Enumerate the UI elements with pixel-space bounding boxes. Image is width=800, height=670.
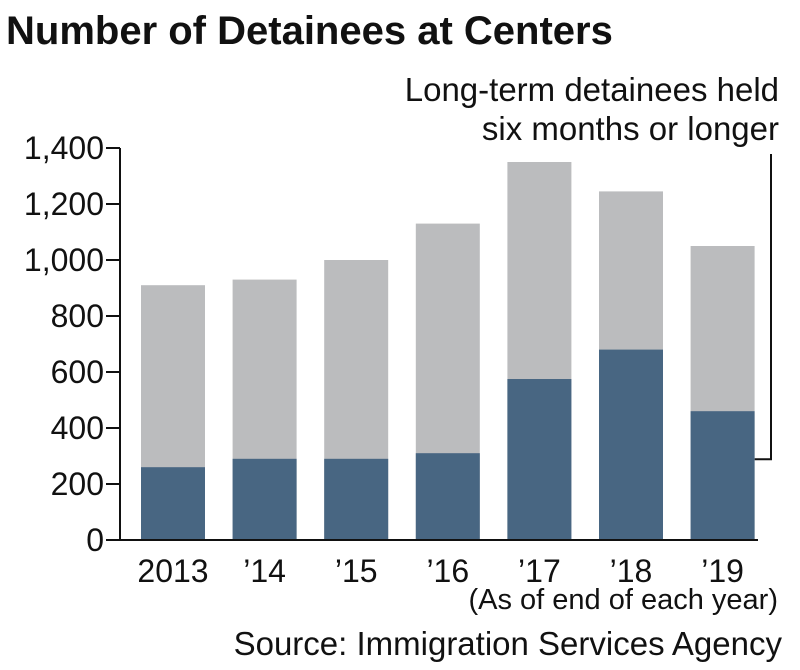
x-axis-labels: 2013 ’14 ’15 ’16 ’17 ’18 ’19 bbox=[137, 553, 744, 589]
note-text: (As of end of each year) bbox=[469, 584, 779, 616]
source-text: Source: Immigration Services Agency bbox=[234, 625, 783, 662]
y-tick-label: 400 bbox=[51, 410, 104, 446]
bar-long-term-0 bbox=[141, 467, 205, 540]
bars-group bbox=[141, 162, 755, 540]
x-tick-label: ’16 bbox=[426, 553, 469, 589]
x-tick-label: ’14 bbox=[243, 553, 286, 589]
y-tick-label: 600 bbox=[51, 354, 104, 390]
bar-long-term-5 bbox=[599, 349, 663, 540]
chart-title: Number of Detainees at Centers bbox=[6, 9, 613, 53]
y-tick-label: 200 bbox=[51, 466, 104, 502]
x-tick-label: ’18 bbox=[610, 553, 653, 589]
y-tick-label: 1,000 bbox=[24, 242, 104, 278]
y-tick-label: 800 bbox=[51, 298, 104, 334]
y-tick-label: 0 bbox=[86, 522, 104, 558]
y-tick-label: 1,400 bbox=[24, 130, 104, 166]
y-axis: 0 200 400 600 800 1,000 1,200 1,400 bbox=[24, 130, 758, 558]
x-tick-label: ’17 bbox=[518, 553, 561, 589]
x-tick-label: ’15 bbox=[335, 553, 378, 589]
bar-long-term-6 bbox=[690, 411, 755, 540]
bar-long-term-3 bbox=[415, 453, 480, 540]
annotation-line-1: Long-term detainees held bbox=[405, 71, 779, 108]
bar-long-term-4 bbox=[507, 379, 572, 540]
annotation-leader-line bbox=[754, 154, 772, 461]
bar-long-term-1 bbox=[232, 458, 297, 540]
y-tick-label: 1,200 bbox=[24, 186, 104, 222]
annotation-line-2: six months or longer bbox=[482, 110, 779, 147]
bar-long-term-2 bbox=[324, 458, 389, 540]
x-tick-label: 2013 bbox=[137, 553, 208, 589]
x-tick-label: ’19 bbox=[701, 553, 744, 589]
